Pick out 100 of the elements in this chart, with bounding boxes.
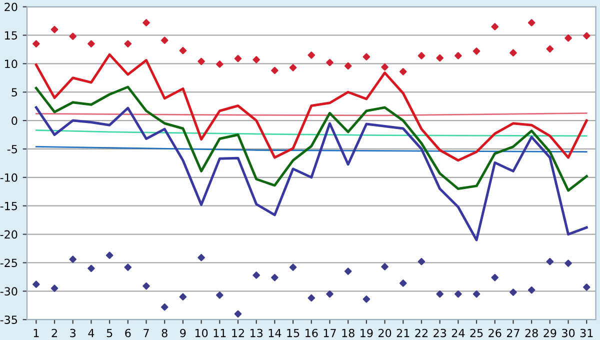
point [344,268,352,275]
y-tick-label: 10 [5,60,18,68]
point [510,288,517,296]
point [142,282,150,290]
y-tick-label: -35 [0,316,17,324]
point [491,274,499,282]
x-tick-label: 5 [106,328,112,338]
x-tick-label: 30 [562,328,575,338]
x-tick-label: 25 [470,328,483,338]
point [472,290,480,298]
point [362,295,370,303]
point [418,52,426,60]
y-tick-label: -5 [7,145,17,154]
y-tick-label: -15 [0,202,17,210]
point [106,252,114,259]
point [528,19,536,26]
x-tick-label: 19 [360,328,373,338]
x-tick-label: 4 [88,328,94,338]
x-tick-label: 21 [396,328,410,338]
point [142,19,150,26]
point [160,36,168,44]
x-tick-label: 1 [34,328,39,338]
point [198,58,205,66]
point [234,54,242,62]
x-tick-label: 27 [506,328,520,338]
x-tick-label: 15 [287,328,300,338]
point [252,56,260,64]
point [69,256,77,263]
point [69,32,77,40]
point [308,52,316,59]
point [546,258,554,266]
y-tick-label: -10 [0,173,18,182]
x-tick-label: 12 [232,328,244,338]
line-series [34,106,588,242]
line-series [34,53,588,162]
x-tick-label: 29 [544,328,556,338]
point [436,290,444,298]
point [50,26,58,34]
point [271,274,278,282]
point [198,254,205,262]
x-tick-label: 6 [125,328,131,338]
x-tick-label: 17 [324,328,336,338]
point [528,286,536,294]
point [400,280,407,287]
x-tick-label: 13 [250,328,263,338]
x-tick-label: 2 [52,328,57,338]
point [400,68,407,76]
y-tick-label: -30 [0,287,18,296]
point [472,48,480,55]
x-tick-label: 22 [415,328,428,338]
point [271,66,278,74]
point [491,23,499,30]
point [32,280,40,288]
point [124,264,132,271]
point [418,258,426,266]
point [252,272,260,279]
x-tick-label: 24 [452,328,465,338]
x-tick-label: 28 [525,328,538,338]
point [344,62,352,70]
x-tick-label: 14 [268,328,282,338]
point [454,290,462,298]
point [289,64,297,72]
x-tick-label: 16 [306,328,318,338]
point [160,303,168,311]
x-tick-label: 10 [195,328,208,338]
point [564,34,572,42]
x-tick-label: 23 [434,328,446,338]
point [564,260,572,267]
point [454,52,462,60]
x-tick-label: 9 [180,328,186,338]
y-tick-label: 5 [12,88,17,96]
point [546,45,554,53]
point [308,294,316,302]
point [216,60,224,68]
point [326,290,334,298]
y-tick-label: 15 [5,31,17,40]
point [326,58,334,66]
x-tick-label: 7 [144,328,149,338]
y-tick-label: 0 [12,116,18,125]
point [124,40,132,48]
point [234,310,242,318]
point [50,284,58,292]
x-tick-label: 20 [378,328,392,338]
y-tick-label: -25 [0,258,17,268]
point [381,63,388,71]
x-tick-label: 31 [580,328,593,338]
point [88,40,95,48]
point [510,49,517,57]
line-series [34,86,588,192]
y-tick-label: -20 [0,230,18,239]
x-tick-label: 11 [214,328,226,338]
point [216,292,224,299]
point [436,54,444,62]
point [289,264,297,271]
point [362,53,370,60]
x-tick-label: 26 [488,328,502,338]
point [381,263,388,270]
y-tick-label: 20 [4,2,18,12]
x-tick-label: 18 [342,328,354,338]
point [88,264,95,272]
